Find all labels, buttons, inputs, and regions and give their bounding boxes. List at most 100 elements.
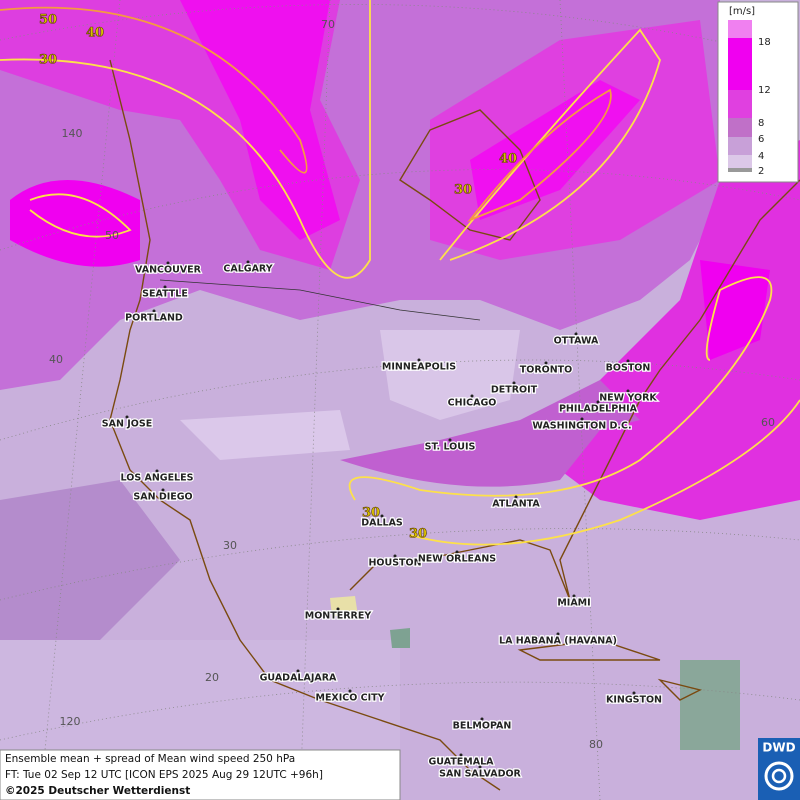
graticule-label: 30 bbox=[223, 539, 237, 552]
city-label: ST. LOUIS bbox=[425, 442, 476, 453]
city-dot bbox=[336, 607, 340, 611]
city-label: CHICAGO bbox=[448, 398, 497, 409]
legend-label: 18 bbox=[758, 37, 771, 48]
contour-label: 40 bbox=[86, 26, 104, 41]
city-dot bbox=[393, 554, 397, 558]
wind-field bbox=[0, 0, 800, 750]
city-label: MEXICO CITY bbox=[315, 693, 384, 704]
contour-label: 30 bbox=[39, 53, 57, 68]
city-label: VANCOUVER bbox=[135, 265, 202, 276]
border bbox=[159, 279, 481, 321]
city-dot bbox=[296, 669, 300, 673]
city-dot bbox=[626, 359, 630, 363]
legend-label: 4 bbox=[758, 151, 764, 162]
legend-label: 2 bbox=[758, 166, 764, 177]
legend-swatch bbox=[728, 168, 752, 172]
city-label: BOSTON bbox=[606, 363, 651, 374]
city-label: LA HABANA (HAVANA) bbox=[499, 636, 617, 647]
city-dot bbox=[348, 689, 352, 693]
contour-label: 40 bbox=[499, 152, 517, 167]
city-label: SAN DIEGO bbox=[133, 492, 192, 503]
graticule-label: 140 bbox=[62, 127, 83, 140]
city-dot bbox=[544, 361, 548, 365]
city-dot bbox=[152, 309, 156, 313]
city-label: ATLANTA bbox=[492, 499, 540, 510]
city-dot bbox=[478, 765, 482, 769]
legend-swatch bbox=[728, 90, 752, 118]
legend-swatch bbox=[728, 118, 752, 137]
city-dot bbox=[556, 632, 560, 636]
city-dot bbox=[596, 400, 600, 404]
graticule-label: 60 bbox=[761, 416, 775, 429]
legend-swatch bbox=[728, 137, 752, 155]
legend-unit: [m/s] bbox=[729, 6, 755, 17]
city-label: SEATTLE bbox=[142, 289, 188, 300]
coastline bbox=[109, 59, 800, 791]
city-dot bbox=[155, 469, 159, 473]
legend-label: 8 bbox=[758, 118, 764, 129]
city-label: OTTAWA bbox=[554, 336, 599, 347]
city-dot bbox=[470, 394, 474, 398]
city-label: BELMOPAN bbox=[453, 721, 512, 732]
city-dot bbox=[246, 260, 250, 264]
contour-label: 50 bbox=[39, 13, 57, 28]
legend-swatch bbox=[728, 155, 752, 168]
city-dot bbox=[166, 261, 170, 265]
city-dot bbox=[512, 381, 516, 385]
logo-swirl bbox=[771, 768, 787, 784]
legend-label: 6 bbox=[758, 134, 764, 145]
footer-box bbox=[0, 749, 401, 800]
graticule-label: 50 bbox=[105, 229, 119, 242]
city-label: NEW YORK bbox=[599, 393, 657, 404]
legend-swatch bbox=[728, 38, 752, 90]
graticule-label: 80 bbox=[589, 738, 603, 751]
city-label: GUATEMALA bbox=[428, 757, 494, 768]
city-dot bbox=[459, 753, 463, 757]
city-label: HOUSTON bbox=[368, 558, 421, 569]
city-label: SAN JOSE bbox=[102, 419, 152, 430]
city-dot bbox=[125, 415, 129, 419]
city-label: GUADALAJARA bbox=[260, 673, 337, 684]
graticule-label: 40 bbox=[49, 353, 63, 366]
city-dot bbox=[163, 285, 167, 289]
city-dot bbox=[626, 389, 630, 393]
city-dot bbox=[572, 594, 576, 598]
contour-label: 30 bbox=[454, 183, 472, 198]
logo-swirl bbox=[764, 761, 794, 791]
city-label: LOS ANGELES bbox=[121, 473, 194, 484]
city-label: PORTLAND bbox=[125, 313, 183, 324]
city-label: KINGSTON bbox=[606, 695, 662, 706]
footer-copyright: ©2025 Deutscher Wetterdienst bbox=[5, 785, 190, 797]
legend-swatch bbox=[728, 20, 752, 38]
legend: [m/s] bbox=[717, 1, 799, 183]
logo: DWD bbox=[762, 741, 795, 755]
contour-label: 30 bbox=[362, 506, 380, 521]
graticule-label: 120 bbox=[60, 715, 81, 728]
city-label: MINNEAPOLIS bbox=[382, 362, 456, 373]
legend-label: 12 bbox=[758, 85, 771, 96]
city-label: MONTERREY bbox=[305, 611, 372, 622]
city-label: WASHINGTON D.C. bbox=[532, 421, 631, 432]
city-label: NEW ORLEANS bbox=[418, 554, 496, 565]
city-dot bbox=[574, 332, 578, 336]
city-label: DALLAS bbox=[361, 518, 403, 529]
footer-title: Ensemble mean + spread of Mean wind spee… bbox=[5, 753, 295, 765]
city-label: PHILADELPHIA bbox=[559, 404, 638, 415]
city-label: TORONTO bbox=[520, 365, 572, 376]
city-label: DETROIT bbox=[491, 385, 538, 396]
graticule-label: 70 bbox=[321, 18, 335, 31]
city-dot bbox=[514, 495, 518, 499]
city-dot bbox=[380, 514, 384, 518]
city-dot bbox=[455, 550, 459, 554]
city-label: SAN SALVADOR bbox=[439, 769, 521, 780]
graticule-label: 20 bbox=[205, 671, 219, 684]
city-dot bbox=[417, 358, 421, 362]
footer-forecast: FT: Tue 02 Sep 12 UTC [ICON EPS 2025 Aug… bbox=[5, 769, 323, 781]
contour-label: 30 bbox=[409, 527, 427, 542]
city-dot bbox=[632, 691, 636, 695]
city-dot bbox=[448, 438, 452, 442]
city-label: MIAMI bbox=[557, 598, 590, 609]
city-dot bbox=[161, 488, 165, 492]
